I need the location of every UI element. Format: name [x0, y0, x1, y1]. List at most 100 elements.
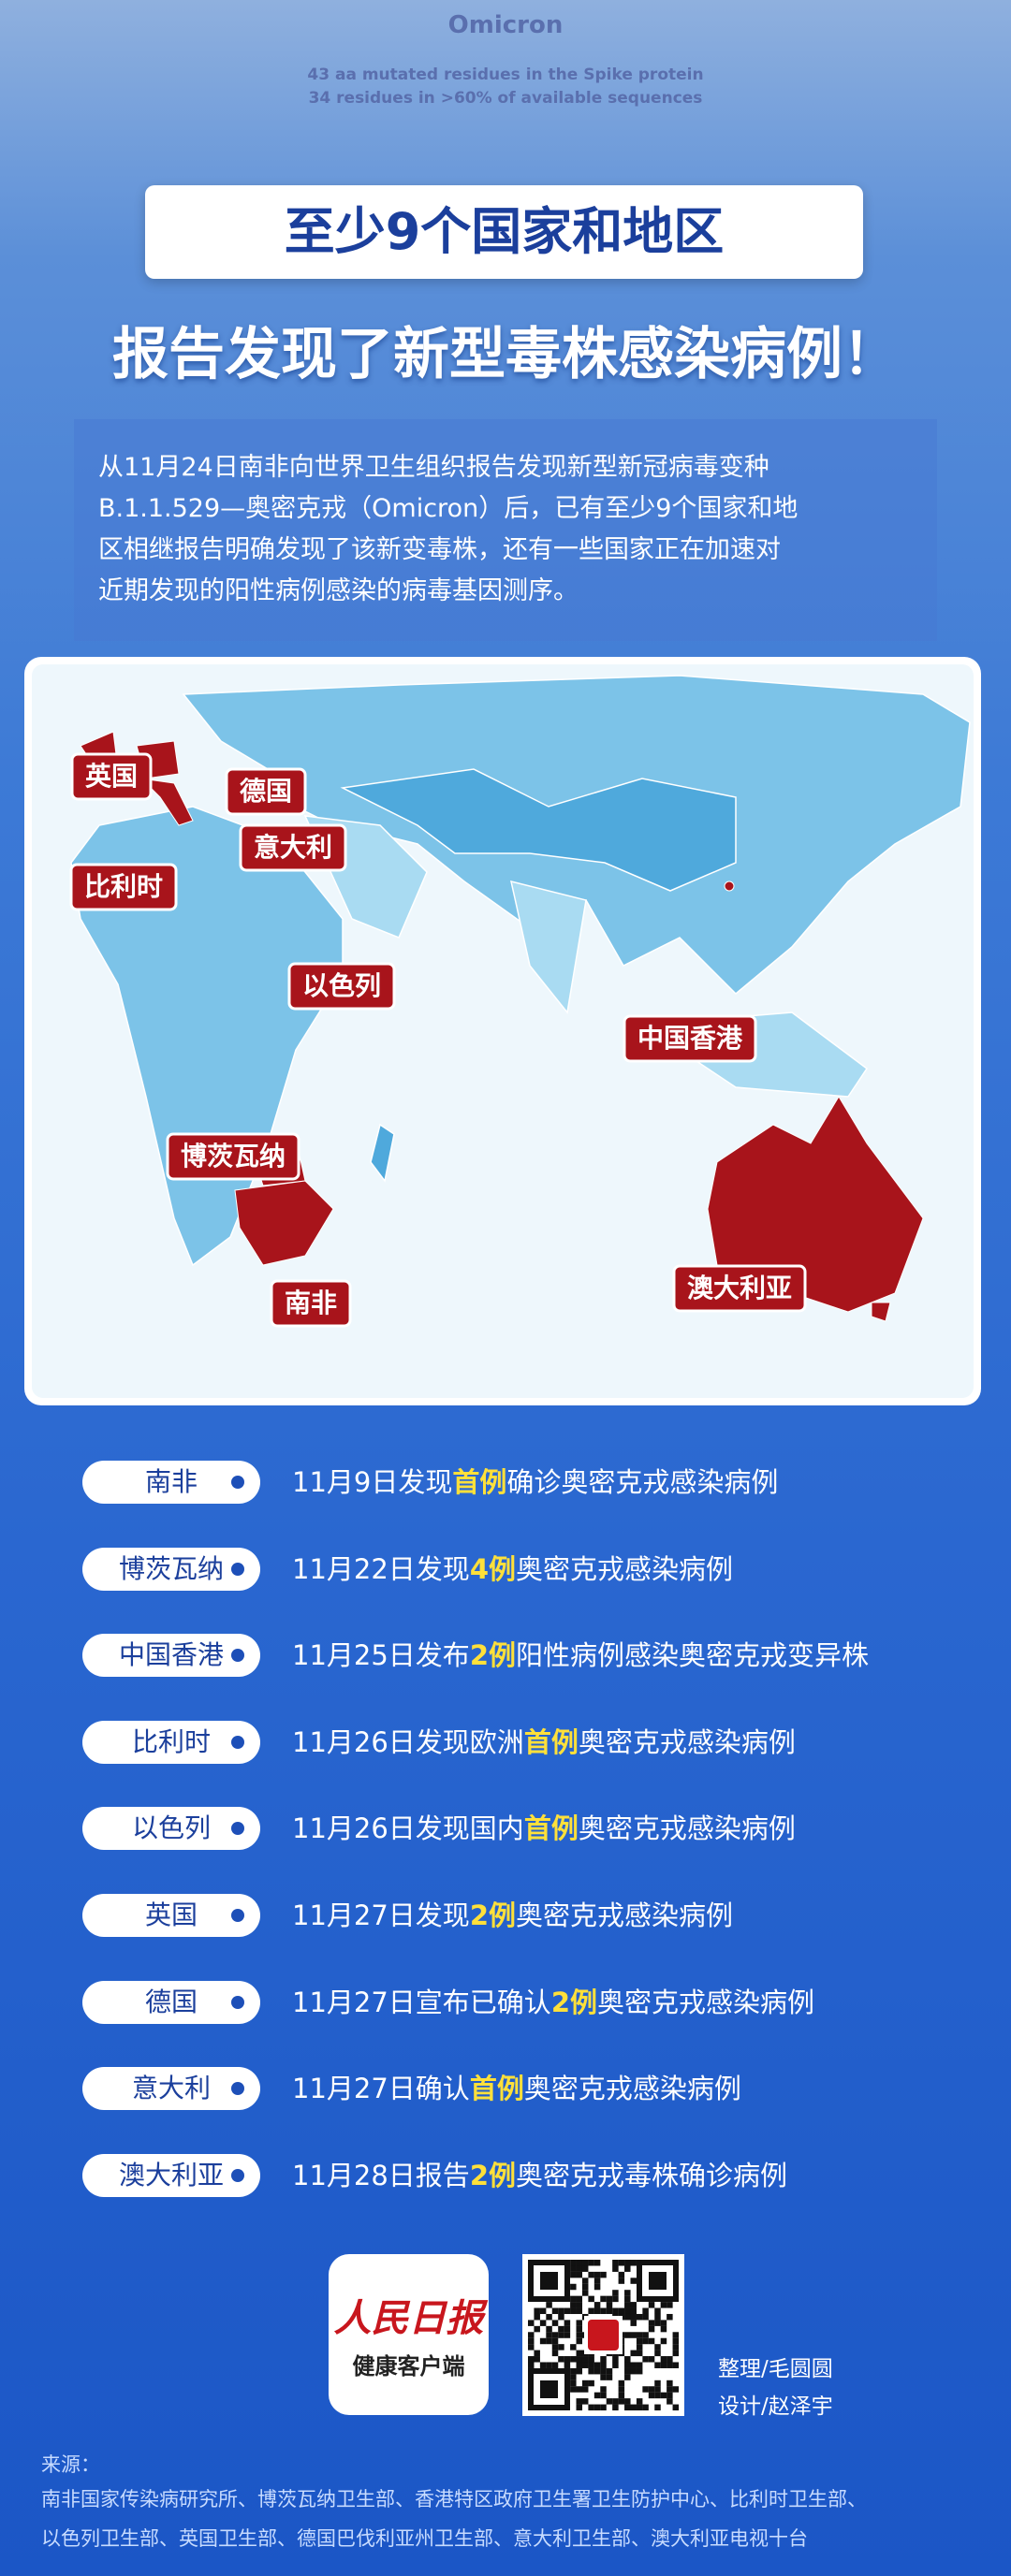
kicker: Omicron: [447, 11, 564, 39]
qr-cell: [667, 2302, 673, 2308]
intro-line: 从11月24日南非向世界卫生组织报告发现新型新冠病毒变种: [98, 453, 769, 482]
logo: 人民日报 健康客户端: [329, 2254, 489, 2415]
qr-cell: [570, 2356, 577, 2363]
qr-cell: [551, 2362, 559, 2368]
map-label-text: 英国: [85, 761, 138, 792]
map-label-text: 博茨瓦纳: [181, 1141, 286, 1172]
event-part: 11月27日宣布已确认: [292, 1986, 551, 2018]
qr-cell: [672, 2350, 680, 2357]
india: [510, 880, 587, 1014]
qr-cell: [660, 2337, 667, 2345]
qr-cell: [606, 2302, 613, 2308]
qr-cell: [564, 2362, 571, 2368]
qr-cell: [624, 2374, 631, 2380]
qr-cell: [570, 2295, 577, 2303]
qr-code: [522, 2254, 684, 2416]
continents: [70, 675, 971, 1267]
qr-cell: [534, 2356, 540, 2363]
qr-cell: [624, 2332, 631, 2338]
qr-cell: [551, 2332, 559, 2338]
qr-cell: [630, 2350, 637, 2357]
qr-cell: [576, 2332, 583, 2338]
pill-dot: [231, 1649, 244, 1663]
south-africa: [234, 1180, 334, 1266]
qr-cell: [581, 2386, 589, 2393]
event-part: 11月26日发现国内: [292, 1812, 524, 1845]
title: 至少9个国家和地区: [284, 202, 725, 261]
qr-cell: [612, 2404, 619, 2411]
map-label: 南非: [270, 1279, 352, 1328]
qr-cell: [539, 2337, 547, 2345]
intro-line: 近期发现的阳性病例感染的病毒基因测序。: [98, 576, 579, 605]
qr-cell: [654, 2380, 661, 2387]
qr-finder-core: [649, 2272, 667, 2290]
credit: 整理/毛圆圆: [718, 2357, 833, 2381]
map-label-text: 意大利: [254, 832, 332, 863]
qr-cell: [606, 2307, 613, 2315]
map-label-text: 澳大利亚: [687, 1273, 792, 1303]
qr-cell: [618, 2380, 625, 2387]
italy: [139, 778, 194, 826]
qr-cell: [624, 2404, 631, 2411]
map-label: 德国: [225, 767, 307, 816]
qr-cell: [588, 2295, 594, 2303]
event-part: 奥密克戎毒株确诊病例: [516, 2159, 788, 2191]
qr-cell: [636, 2344, 643, 2350]
qr-cell: [636, 2362, 643, 2368]
qr-cell: [606, 2295, 613, 2303]
qr-cell: [528, 2344, 535, 2350]
pill-dot: [231, 1476, 244, 1489]
asia-inner: [340, 768, 737, 892]
qr-cell: [630, 2260, 637, 2266]
qr-cell: [612, 2295, 619, 2303]
qr-cell: [636, 2404, 643, 2411]
qr-cell: [612, 2265, 619, 2272]
qr-cell: [570, 2265, 577, 2272]
pill-dot: [231, 1562, 244, 1576]
event-highlight: 2例: [550, 1986, 597, 2018]
qr-cell: [642, 2313, 649, 2321]
event-part: 阳性病例感染奥密克戎变异株: [516, 1639, 870, 1672]
qr-cell: [642, 2386, 649, 2393]
qr-cell: [588, 2380, 594, 2387]
qr-cell: [558, 2313, 564, 2321]
qr-cell: [648, 2320, 655, 2326]
logo-sub: 健康客户端: [352, 2352, 465, 2380]
qr-cell: [576, 2265, 583, 2272]
qr-cell: [600, 2356, 607, 2363]
qr-cell: [630, 2362, 637, 2368]
qr-cell: [570, 2374, 577, 2380]
intro-line: B.1.1.529—奥密克戎（Omicron）后，已有至少9个国家和地: [98, 494, 799, 523]
qr-cell: [654, 2313, 661, 2321]
qr-cell: [672, 2332, 680, 2338]
qr-cell: [593, 2302, 601, 2308]
qr-cell: [528, 2332, 535, 2338]
qr-cell: [570, 2260, 577, 2266]
title-box: 至少9个国家和地区: [145, 185, 863, 279]
event-part: 确诊奥密克戎感染病例: [506, 1466, 779, 1498]
qr-finder-core: [540, 2380, 558, 2398]
map-label: 澳大利亚: [672, 1264, 807, 1313]
qr-cell: [570, 2367, 577, 2375]
qr-finder: [528, 2368, 570, 2410]
kicker-line: 43 aa mutated residues in the Spike prot…: [307, 65, 704, 84]
qr-cell: [606, 2374, 613, 2380]
event-text: 11月28日报告2例奥密克戎毒株确诊病例: [292, 2154, 787, 2197]
qr-cell: [581, 2283, 589, 2291]
qr-cell: [528, 2320, 535, 2326]
qr-cell: [624, 2362, 631, 2368]
qr-cell: [600, 2374, 607, 2380]
qr-cell: [654, 2350, 661, 2357]
qr-cell: [593, 2260, 601, 2266]
qr-cell: [630, 2320, 637, 2326]
tasmania: [871, 1302, 891, 1322]
qr-cell: [581, 2278, 589, 2284]
qr-cell: [576, 2398, 583, 2405]
qr-cell: [588, 2307, 594, 2315]
qr-cell: [600, 2367, 607, 2375]
qr-cell: [576, 2260, 583, 2266]
qr-cell: [606, 2367, 613, 2375]
qr-cell: [600, 2362, 607, 2368]
qr-cell: [612, 2290, 619, 2296]
event-highlight: 2例: [469, 1639, 516, 1672]
